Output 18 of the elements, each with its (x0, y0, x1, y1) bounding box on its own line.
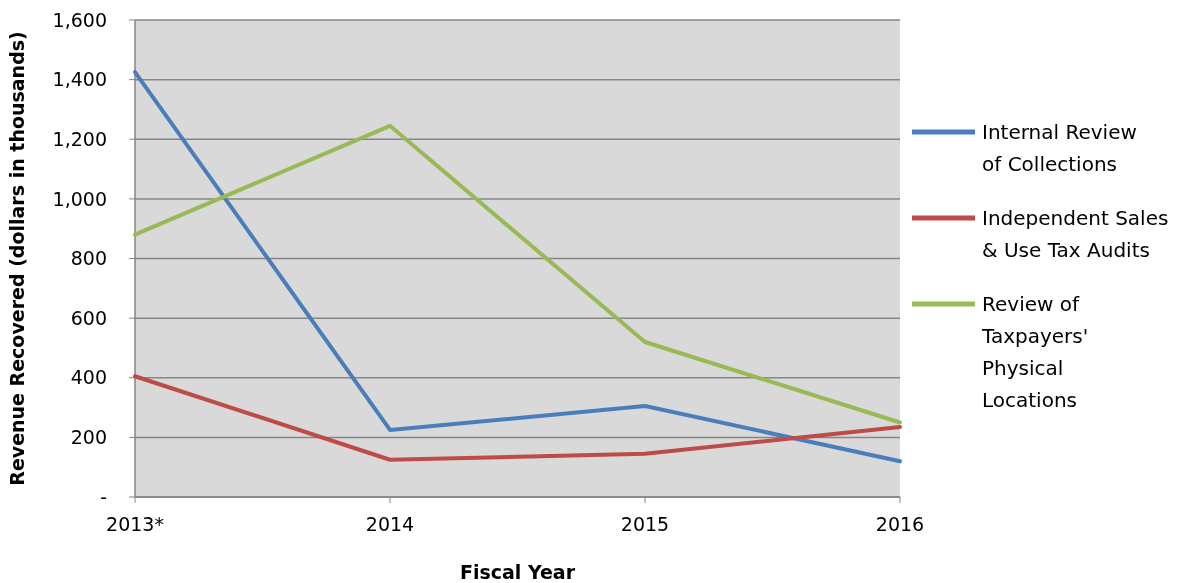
x-tick-label: 2015 (620, 513, 670, 535)
y-tick-label: 1,200 (52, 127, 107, 150)
legend-label: Independent Sales & Use Tax Audits (982, 206, 1169, 262)
legend-label: Internal Review of Collections (982, 120, 1137, 176)
y-tick-label: 400 (70, 366, 107, 389)
x-tick-label: 2016 (875, 513, 925, 535)
y-tick-label: - (100, 485, 107, 508)
y-tick-label: 800 (70, 247, 107, 270)
x-tick-label: 2013* (106, 513, 164, 535)
y-tick-label: 1,400 (52, 68, 107, 91)
y-tick-label: 200 (70, 426, 107, 449)
legend-label: Review of Taxpayers' Physical Locations (981, 292, 1089, 412)
y-tick-label: 1,600 (52, 8, 107, 31)
x-axis-title: Fiscal Year (459, 561, 576, 583)
y-tick-label: 1,000 (52, 187, 107, 210)
x-tick-label: 2014 (365, 513, 415, 535)
y-axis-title: Revenue Recovered (dollars in thousands) (6, 31, 28, 486)
y-tick-label: 600 (70, 306, 107, 329)
